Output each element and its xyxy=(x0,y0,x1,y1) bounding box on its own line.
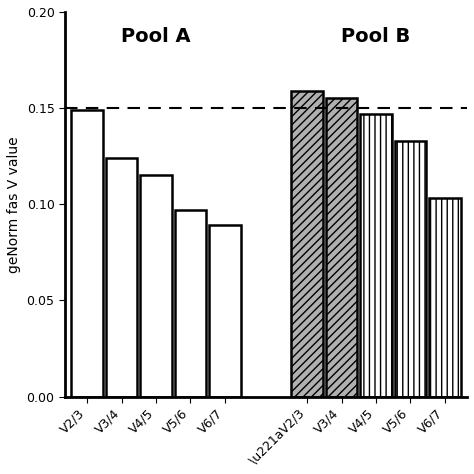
Bar xyxy=(106,158,137,397)
Y-axis label: geNorm fas V value: geNorm fas V value xyxy=(7,136,21,273)
Bar xyxy=(326,99,357,397)
Bar xyxy=(174,210,206,397)
Bar xyxy=(292,91,323,397)
Bar xyxy=(429,199,461,397)
Text: Pool B: Pool B xyxy=(341,27,410,46)
Bar xyxy=(360,114,392,397)
Bar xyxy=(140,175,172,397)
Bar xyxy=(72,110,103,397)
Text: Pool A: Pool A xyxy=(121,27,191,46)
Bar xyxy=(209,226,240,397)
Bar xyxy=(394,141,426,397)
